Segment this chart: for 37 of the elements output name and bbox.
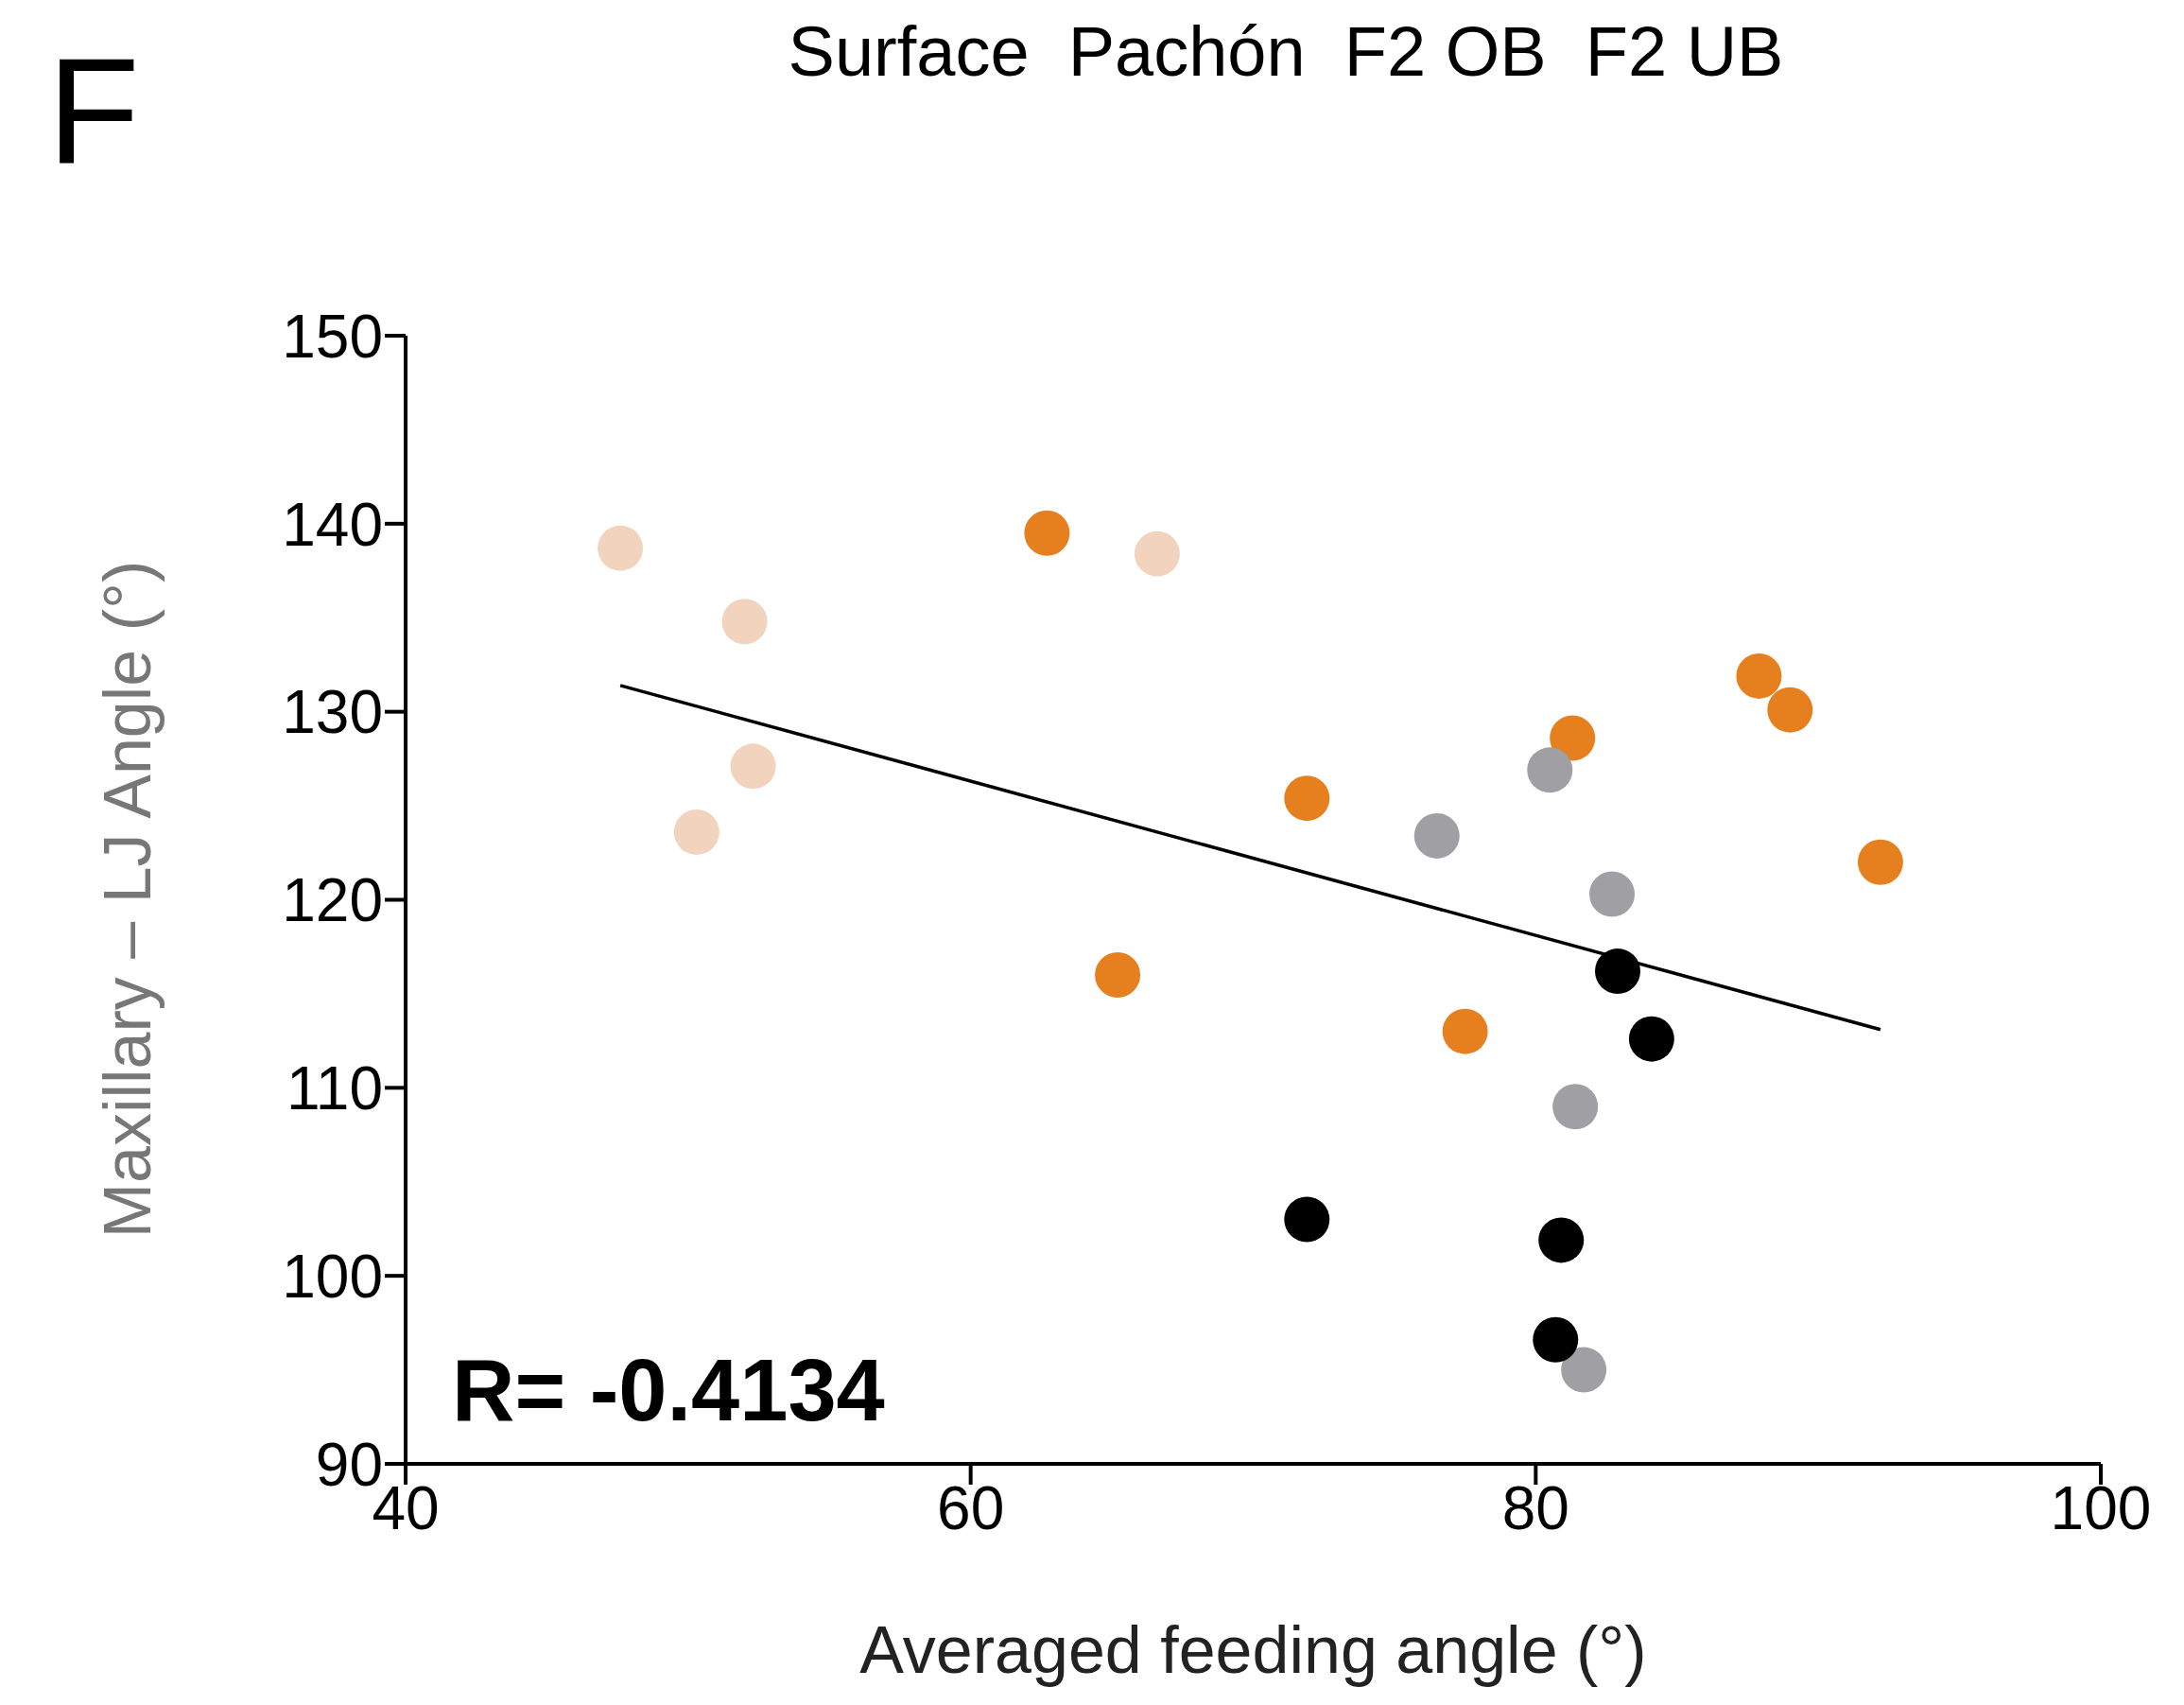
annotation: R= -0.4134 — [452, 1343, 885, 1439]
point — [1594, 948, 1640, 995]
point — [1550, 715, 1596, 761]
point — [1628, 1016, 1674, 1062]
chart-title: Surface Pachón F2 OB F2 UB — [788, 12, 1784, 91]
point — [1284, 1196, 1330, 1243]
y-tick-label: 140 — [282, 490, 383, 559]
y-tick-label: 120 — [282, 866, 383, 935]
y-tick-label: 100 — [282, 1242, 383, 1311]
y-axis-title: Maxillary – LJ Angle (°) — [90, 560, 165, 1239]
x-tick-label: 60 — [937, 1474, 1005, 1543]
annotation: F — [47, 28, 140, 195]
point — [1552, 1084, 1599, 1130]
point — [1024, 510, 1070, 556]
point — [721, 599, 768, 645]
point — [1538, 1217, 1585, 1263]
x-tick-label: 100 — [2050, 1474, 2152, 1543]
point — [598, 525, 644, 571]
y-tick-label: 150 — [282, 302, 383, 371]
point — [1284, 775, 1330, 822]
point — [1589, 871, 1636, 917]
y-tick-label: 130 — [282, 678, 383, 747]
point — [1095, 952, 1141, 999]
x-axis-title: Averaged feeding angle (°) — [858, 1612, 1648, 1688]
x-tick-label: 80 — [1501, 1474, 1569, 1543]
point — [1527, 747, 1573, 793]
point — [1413, 812, 1460, 859]
point — [1561, 1347, 1607, 1393]
point — [1736, 652, 1782, 699]
point — [730, 743, 776, 790]
point — [1767, 687, 1813, 733]
point — [1442, 1008, 1488, 1054]
point — [1533, 1316, 1579, 1363]
point — [1134, 531, 1180, 577]
point — [673, 809, 719, 855]
point — [1857, 839, 1903, 885]
y-tick-label: 110 — [286, 1054, 383, 1123]
